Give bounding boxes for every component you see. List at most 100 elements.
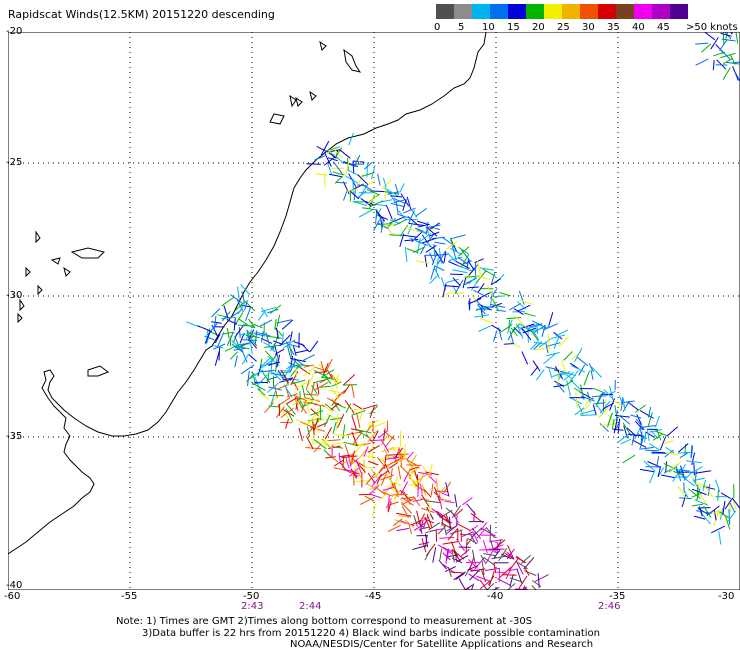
wind-barb [451, 245, 457, 261]
wind-barb [561, 371, 574, 380]
wind-barb [590, 369, 594, 380]
wind-barb [380, 435, 389, 446]
wind-barb [521, 327, 532, 341]
wind-barb [377, 214, 388, 221]
wind-barb [384, 187, 399, 197]
wind-barb [555, 329, 569, 337]
wind-barb [405, 226, 420, 233]
wind-barb [469, 524, 479, 532]
wind-barb [351, 431, 358, 446]
wind-barb [488, 570, 495, 587]
legend-swatch [580, 4, 598, 19]
wind-barb [373, 219, 381, 232]
wind-barb [306, 424, 315, 436]
wind-barb [401, 505, 409, 519]
wind-barb [330, 152, 342, 162]
wind-barb [370, 165, 376, 180]
wind-barb [579, 403, 590, 416]
map-title: Rapidscat Winds(12.5KM) 20151220 descend… [8, 8, 275, 21]
wind-barb [385, 204, 393, 220]
wind-barb [447, 527, 459, 541]
wind-barb [446, 278, 460, 283]
wind-barb [233, 317, 236, 331]
wind-barb [691, 452, 696, 466]
wind-barb [553, 380, 564, 387]
wind-barb [468, 573, 480, 582]
wind-barb [400, 193, 410, 207]
wind-barb [264, 350, 274, 360]
wind-barb [469, 570, 479, 581]
wind-barb [435, 257, 439, 272]
wind-barb [677, 485, 688, 500]
wind-barb [501, 574, 517, 576]
wind-barb [327, 146, 337, 154]
wind-barb [262, 371, 271, 384]
wind-barb [303, 366, 316, 377]
wind-barb [358, 186, 367, 199]
wind-barb [586, 391, 591, 403]
wind-barb [356, 429, 372, 434]
wind-barb [458, 246, 470, 257]
wind-barb [731, 497, 740, 510]
wind-barb [622, 454, 636, 464]
wind-barb [294, 381, 307, 390]
wind-barb [387, 501, 392, 513]
wind-barb [404, 238, 419, 242]
wind-barb [481, 569, 487, 583]
wind-barb [292, 346, 297, 357]
wind-barb [408, 523, 412, 535]
wind-barb [430, 266, 436, 280]
wind-barb [523, 565, 530, 576]
wind-barb [499, 291, 511, 297]
wind-barb [331, 444, 333, 458]
wind-barb [684, 471, 698, 474]
wind-barb [543, 353, 556, 365]
wind-barb [380, 474, 395, 481]
wind-barb [213, 315, 217, 331]
wind-barb [310, 408, 319, 416]
pass-time-label: 2:44 [299, 601, 322, 612]
wind-barb [531, 585, 537, 590]
wind-barb [575, 392, 578, 408]
wind-barb [214, 351, 220, 366]
wind-barb [383, 428, 386, 441]
wind-barb [623, 425, 628, 439]
wind-barb [524, 585, 526, 590]
wind-barb [389, 219, 401, 225]
wind-barb [694, 499, 708, 506]
wind-barb [380, 217, 383, 229]
wind-barb [218, 346, 221, 361]
wind-barb [695, 470, 712, 474]
wind-barb [458, 246, 469, 255]
wind-barb [393, 447, 404, 460]
wind-barb [574, 407, 585, 416]
wind-barb [353, 185, 357, 201]
wind-barb [237, 318, 248, 326]
wind-barb [237, 300, 247, 315]
wind-barb [333, 434, 349, 437]
wind-barb [238, 324, 254, 327]
wind-barb [350, 453, 354, 465]
wind-barb [415, 207, 427, 218]
wind-barb [718, 531, 722, 545]
wind-barb [654, 430, 668, 437]
wind-barb [306, 390, 315, 401]
wind-barb [305, 435, 314, 450]
lon-label: -60 [4, 591, 21, 602]
wind-barb [493, 562, 497, 574]
wind-barb [320, 369, 335, 378]
wind-barb [482, 268, 496, 277]
wind-barb [647, 461, 661, 468]
wind-barb [618, 395, 624, 406]
wind-barb [547, 334, 550, 350]
wind-barb [545, 352, 560, 357]
wind-barb [277, 384, 288, 390]
wind-barb [516, 560, 524, 575]
wind-barb [295, 365, 297, 378]
wind-barb [533, 341, 545, 345]
legend-color-bar [436, 4, 688, 19]
wind-barb [696, 488, 701, 501]
wind-barb [450, 510, 460, 524]
wind-barb [311, 384, 318, 395]
wind-barb [374, 466, 383, 478]
